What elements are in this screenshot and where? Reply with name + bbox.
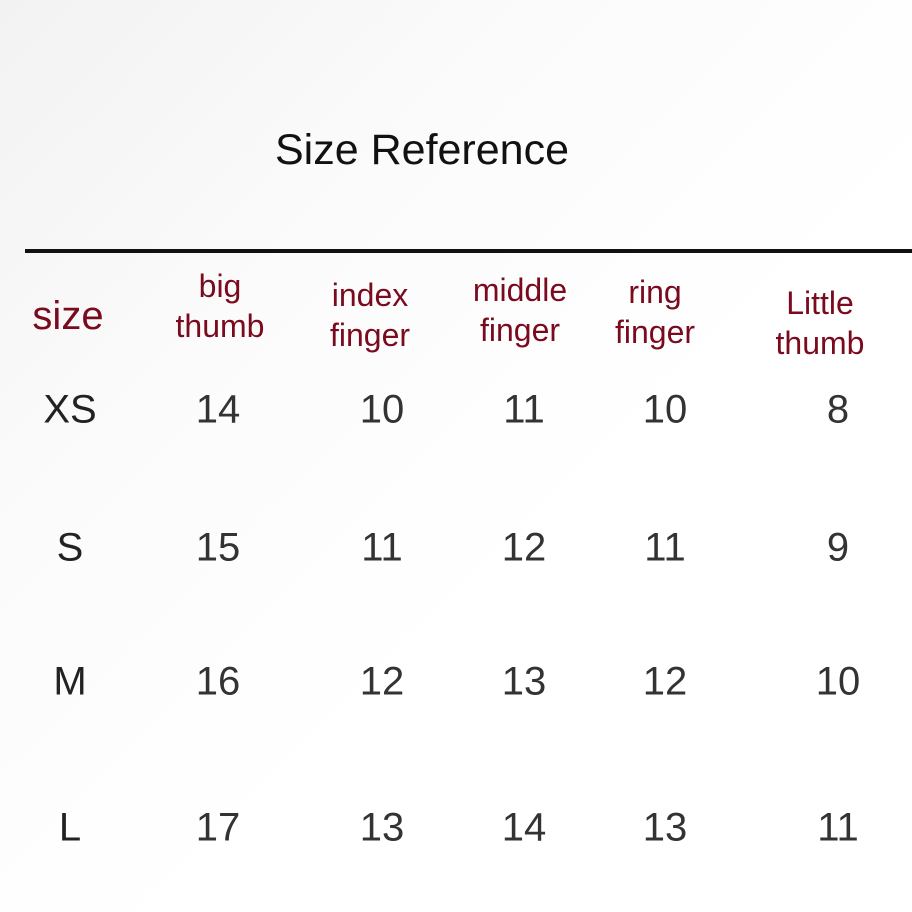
table-cell: 14 <box>501 805 547 850</box>
table-cell: 12 <box>359 659 405 704</box>
header-line: size <box>32 294 104 338</box>
header-line: middle <box>472 272 568 308</box>
table-cell: 8 <box>826 387 850 432</box>
header-line: finger <box>479 312 561 348</box>
column-header: middle finger <box>473 270 567 350</box>
table-cell: 13 <box>642 805 688 850</box>
header-line: big <box>198 268 242 304</box>
table-cell: 11 <box>644 525 686 570</box>
size-label: M <box>53 659 87 704</box>
size-label: L <box>58 805 82 850</box>
table-cell: 11 <box>503 387 545 432</box>
column-header: ring finger <box>615 272 695 352</box>
size-label: XS <box>43 387 97 432</box>
table-cell: 12 <box>642 659 688 704</box>
header-line: thumb <box>175 308 265 344</box>
header-line: ring <box>628 274 682 310</box>
size-label: S <box>56 525 84 570</box>
table-cell: 14 <box>195 387 241 432</box>
column-header: Little thumb <box>776 283 865 363</box>
table-cell: 12 <box>501 525 547 570</box>
header-line: index <box>331 277 409 313</box>
table-cell: 10 <box>815 659 861 704</box>
column-header: size <box>32 296 103 336</box>
table-cell: 10 <box>642 387 688 432</box>
table-cell: 9 <box>826 525 850 570</box>
table-cell: 13 <box>359 805 405 850</box>
header-line: finger <box>614 314 696 350</box>
table-cell: 11 <box>361 525 403 570</box>
table-cell: 15 <box>195 525 241 570</box>
table-cell: 10 <box>359 387 405 432</box>
table-cell: 16 <box>195 659 241 704</box>
header-line: finger <box>329 317 411 353</box>
header-line: Little <box>786 285 854 321</box>
table-cell: 13 <box>501 659 547 704</box>
page-title: Size Reference <box>275 126 569 174</box>
header-line: thumb <box>775 325 865 361</box>
column-header: index finger <box>330 275 410 355</box>
table-cell: 17 <box>195 805 241 850</box>
table-cell: 11 <box>817 805 859 850</box>
column-header: big thumb <box>176 266 265 346</box>
divider <box>25 249 912 253</box>
